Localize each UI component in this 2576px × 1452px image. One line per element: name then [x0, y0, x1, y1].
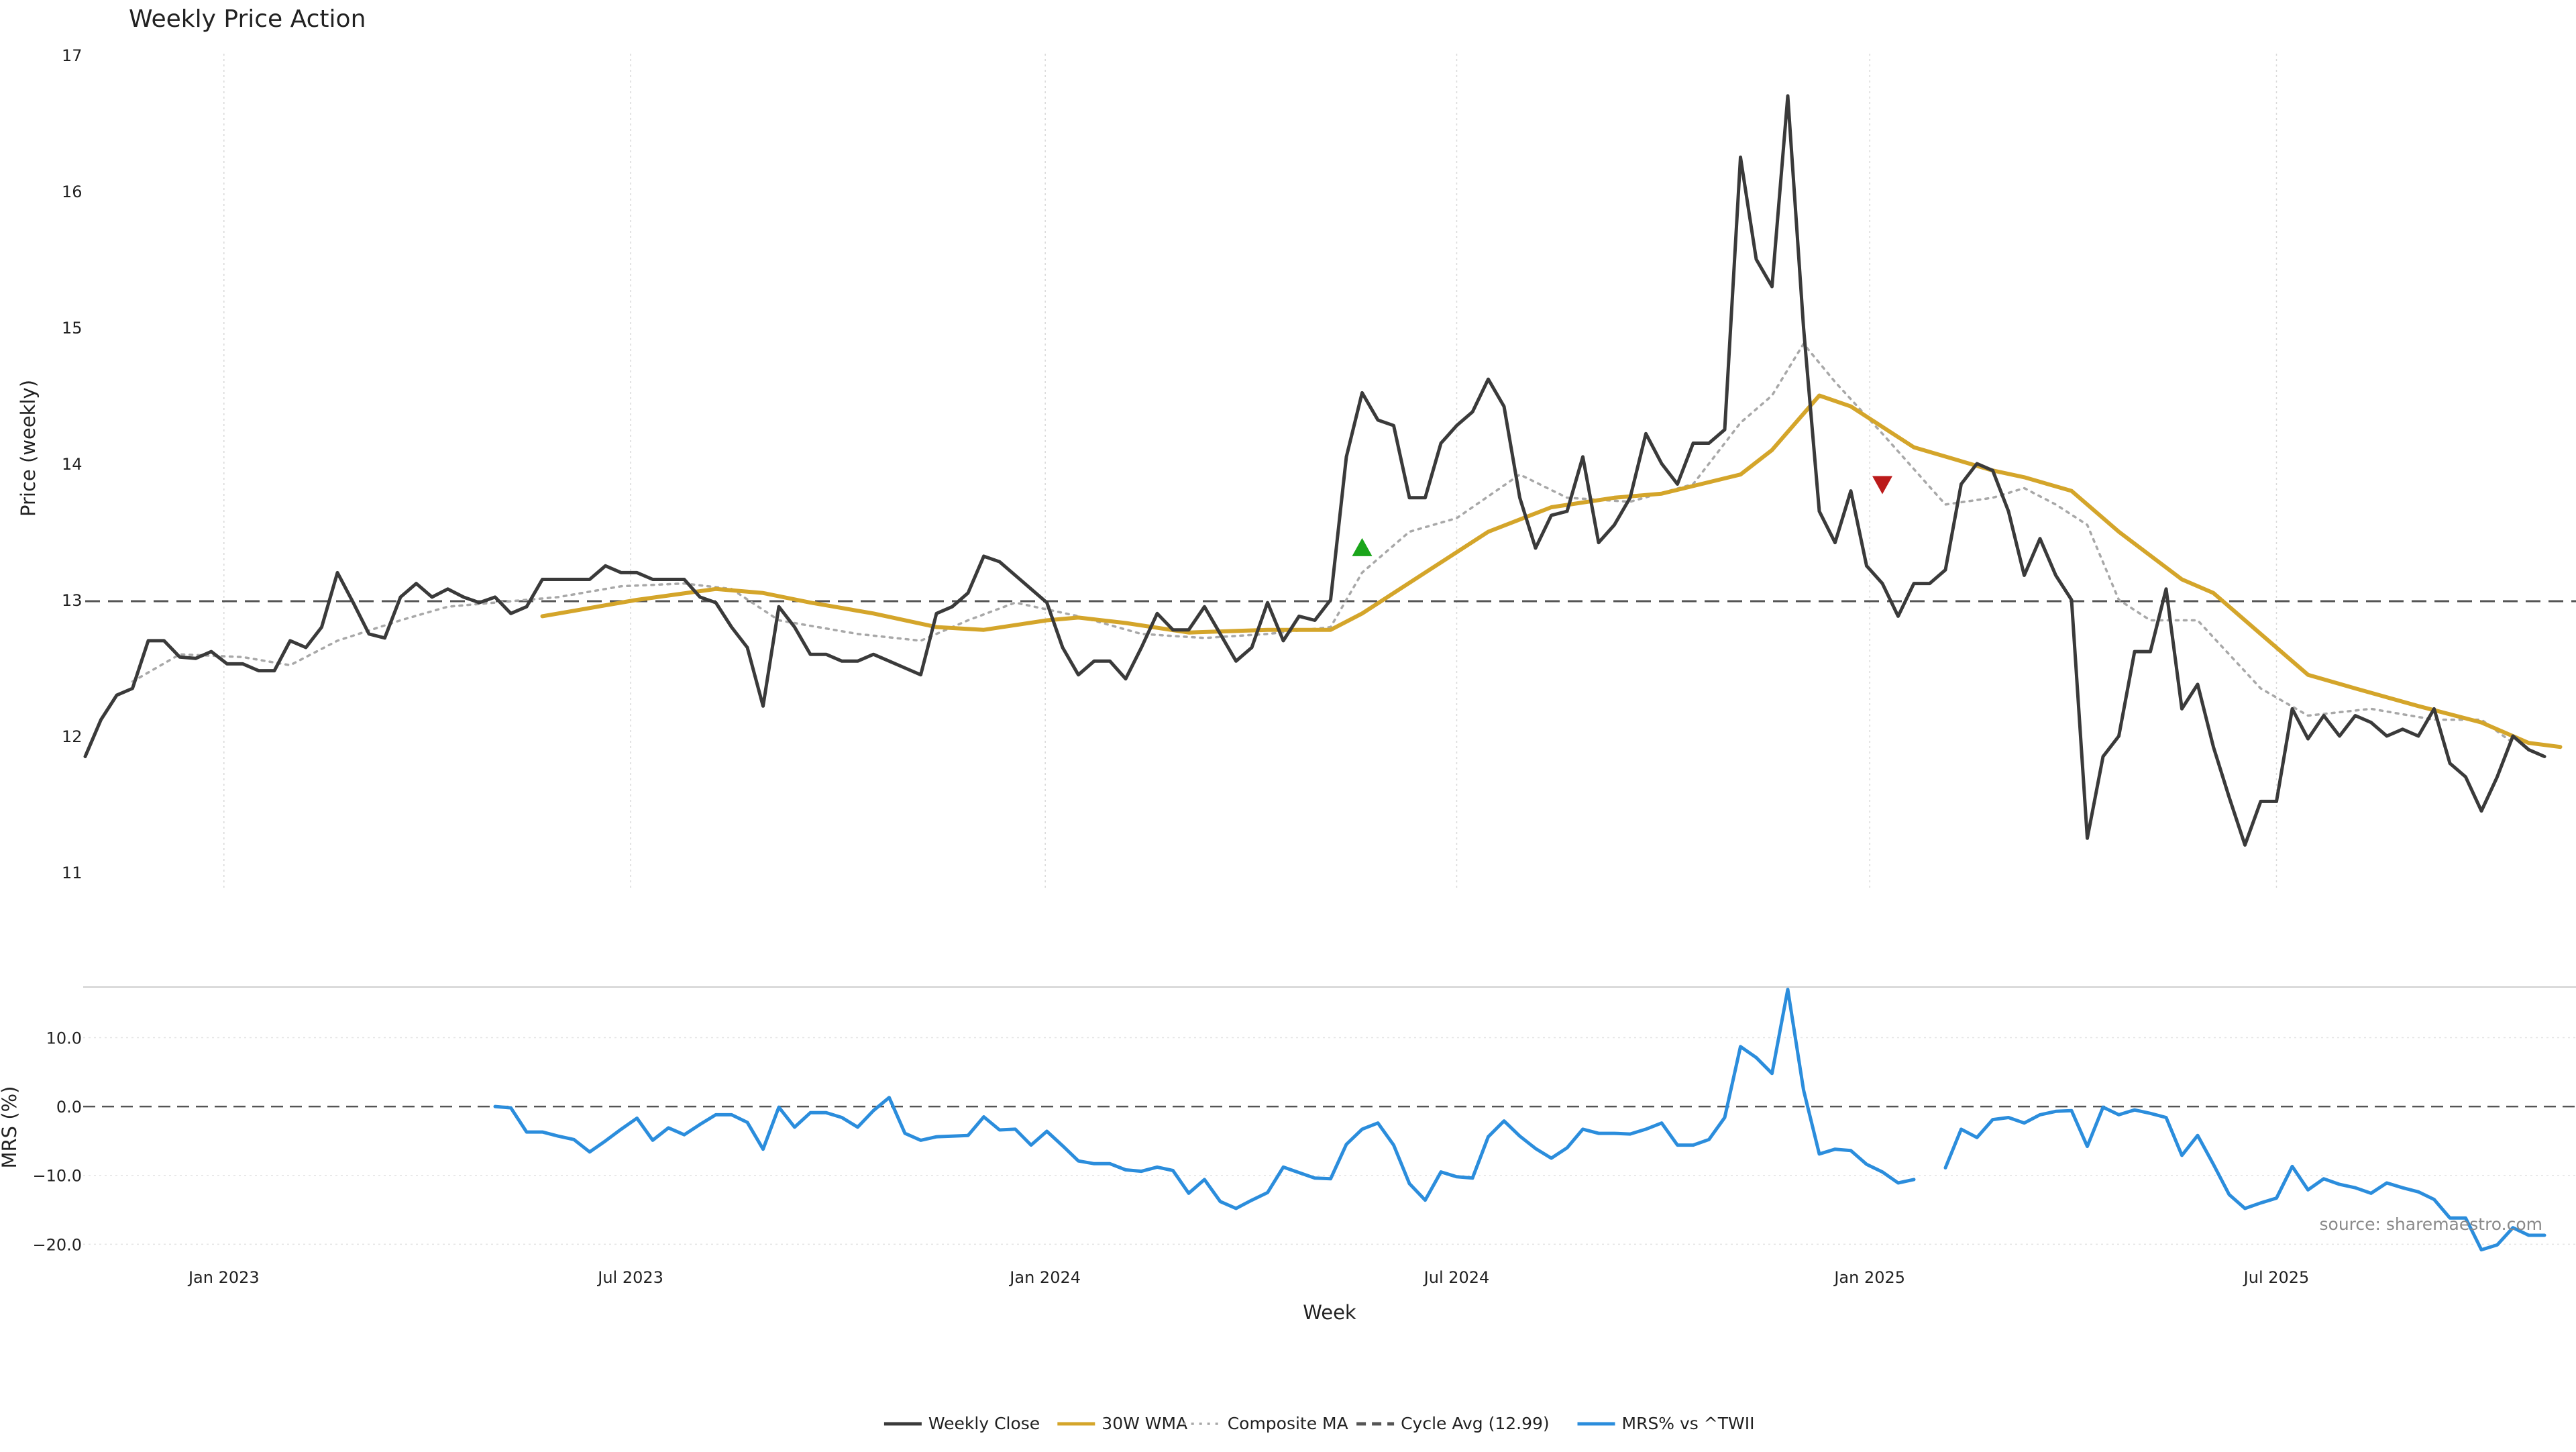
sell-signal-marker — [1872, 476, 1892, 495]
x-tick-3: Jul 2024 — [1423, 1268, 1490, 1287]
price-y-tick-4: 15 — [62, 319, 83, 338]
price-y-tick-3: 14 — [62, 455, 83, 474]
source-note: source: sharemaestro.com — [2320, 1214, 2543, 1234]
mrs-series-group — [493, 988, 2546, 1252]
x-tick-labels: Jan 2023 Jul 2023 Jan 2024 Jul 2024 Jan 2025… — [187, 1268, 2309, 1287]
legend-label-mrs-vs-twii: MRS% vs ^TWII — [1622, 1414, 1755, 1433]
mrs-y-tick-3: 10.0 — [46, 1029, 82, 1047]
price-y-tick-labels: 11 12 13 14 15 16 17 — [62, 46, 83, 882]
price-y-tick-0: 11 — [62, 864, 83, 882]
buy-signal-marker — [1352, 537, 1373, 556]
x-axis-label: Week — [1303, 1301, 1356, 1324]
x-tick-4: Jan 2025 — [1833, 1268, 1905, 1287]
price-y-tick-2: 13 — [62, 591, 83, 610]
legend-label-weekly-close: Weekly Close — [928, 1414, 1040, 1433]
x-tick-5: Jul 2025 — [2243, 1268, 2310, 1287]
series-weekly-close-line — [83, 94, 2546, 847]
mrs-y-tick-labels: −20.0 −10.0 0.0 10.0 — [32, 1029, 82, 1254]
series-30w-wma-line — [540, 393, 2563, 749]
legend-label-cycle-avg-12-99: Cycle Avg (12.99) — [1401, 1414, 1550, 1433]
series-mrs-vs-twii-segment-1 — [1943, 1105, 2546, 1252]
series-mrs-vs-twii-segment-0 — [493, 988, 1916, 1210]
price-series-group — [83, 94, 2563, 847]
x-tick-1: Jul 2023 — [596, 1268, 663, 1287]
price-y-tick-1: 12 — [62, 727, 83, 746]
mrs-y-tick-0: −20.0 — [32, 1235, 82, 1254]
mrs-gridlines — [83, 1037, 2576, 1245]
signal-markers — [1352, 476, 1892, 556]
price-y-tick-5: 16 — [62, 183, 83, 201]
price-y-axis-label: Price (weekly) — [17, 380, 40, 517]
price-gridlines — [223, 54, 2277, 891]
legend-label-30w-wma: 30W WMA — [1102, 1414, 1187, 1433]
x-tick-2: Jan 2024 — [1008, 1268, 1081, 1287]
legend-label-composite-ma: Composite MA — [1228, 1414, 1348, 1433]
x-tick-0: Jan 2023 — [187, 1268, 260, 1287]
series-composite-ma-line — [131, 342, 2514, 744]
chart-title: Weekly Price Action — [129, 5, 366, 33]
mrs-y-tick-2: 0.0 — [56, 1098, 82, 1117]
mrs-y-axis-label: MRS (%) — [0, 1086, 21, 1169]
mrs-y-tick-1: −10.0 — [32, 1167, 82, 1186]
price-y-tick-6: 17 — [62, 46, 83, 65]
legend: Weekly Close 30W WMA Composite MA Cycle Avg… — [883, 1414, 1755, 1433]
